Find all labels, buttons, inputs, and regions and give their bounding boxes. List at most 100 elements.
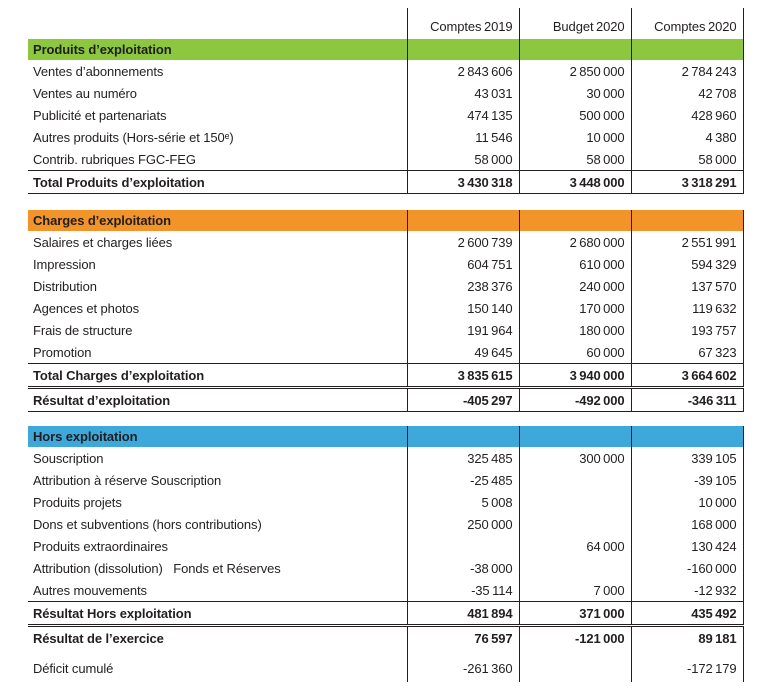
cell-comptes-2019: 474 135 bbox=[407, 104, 520, 126]
cell-budget-2020 bbox=[519, 649, 632, 682]
row-label: Ventes d’abonnements bbox=[28, 60, 408, 82]
cell-comptes-2020: 428 960 bbox=[631, 104, 744, 126]
cell-budget-2020: 3 940 000 bbox=[519, 363, 632, 388]
cell-comptes-2019: 58 000 bbox=[407, 148, 520, 171]
table-row: Autres mouvements -35 114 7 000 -12 932 bbox=[28, 579, 744, 602]
total-row-charges: Total Charges d’exploitation 3 835 615 3… bbox=[28, 363, 744, 388]
cell-comptes-2020: -346 311 bbox=[631, 386, 744, 412]
cell-budget-2020: 64 000 bbox=[519, 535, 632, 557]
row-label: Attribution (dissolution) Fonds et Réser… bbox=[28, 557, 408, 579]
section-title: Hors exploitation bbox=[28, 426, 408, 447]
cell-comptes-2020: 42 708 bbox=[631, 82, 744, 104]
cell-budget-2020: -492 000 bbox=[519, 386, 632, 412]
cell-budget-2020: 240 000 bbox=[519, 275, 632, 297]
cell-comptes-2019 bbox=[407, 535, 520, 557]
cell-comptes-2019: 191 964 bbox=[407, 319, 520, 341]
cell-comptes-2020: 89 181 bbox=[631, 624, 744, 649]
cell-comptes-2020: 168 000 bbox=[631, 513, 744, 535]
cell-comptes-2019: 150 140 bbox=[407, 297, 520, 319]
cell-budget-2020: 3 448 000 bbox=[519, 170, 632, 194]
cell-comptes-2019: 3 835 615 bbox=[407, 363, 520, 388]
cell-budget-2020 bbox=[519, 557, 632, 579]
table-row: Distribution 238 376 240 000 137 570 bbox=[28, 275, 744, 297]
table-row: Produits projets 5 008 10 000 bbox=[28, 491, 744, 513]
table-row: Autres produits (Hors-série et 150ᵉ) 11 … bbox=[28, 126, 744, 148]
cell-comptes-2020: 130 424 bbox=[631, 535, 744, 557]
cell-comptes-2020: 435 492 bbox=[631, 601, 744, 626]
cell-comptes-2020: 2 784 243 bbox=[631, 60, 744, 82]
section-header-cell bbox=[631, 39, 744, 60]
row-label: Produits extraordinaires bbox=[28, 535, 408, 557]
cell-comptes-2020: 10 000 bbox=[631, 491, 744, 513]
cell-comptes-2019: 238 376 bbox=[407, 275, 520, 297]
cell-budget-2020: 610 000 bbox=[519, 253, 632, 275]
table-produits-exploitation: Comptes 2019 Budget 2020 Comptes 2020 Pr… bbox=[28, 8, 744, 194]
cell-comptes-2019: 250 000 bbox=[407, 513, 520, 535]
cell-comptes-2020: 193 757 bbox=[631, 319, 744, 341]
row-label: Impression bbox=[28, 253, 408, 275]
row-label: Résultat d’exploitation bbox=[28, 386, 408, 412]
cell-comptes-2019: 481 894 bbox=[407, 601, 520, 626]
row-label: Distribution bbox=[28, 275, 408, 297]
row-label: Dons et subventions (hors contributions) bbox=[28, 513, 408, 535]
cell-comptes-2020: -160 000 bbox=[631, 557, 744, 579]
cell-comptes-2020: 137 570 bbox=[631, 275, 744, 297]
cell-comptes-2019: -261 360 bbox=[407, 649, 520, 682]
cell-comptes-2020: 339 105 bbox=[631, 447, 744, 469]
row-label: Autres mouvements bbox=[28, 579, 408, 602]
table-row: Promotion 49 645 60 000 67 323 bbox=[28, 341, 744, 364]
table-charges-exploitation: Charges d’exploitation Salaires et charg… bbox=[28, 210, 744, 412]
cell-comptes-2020: -12 932 bbox=[631, 579, 744, 602]
cell-budget-2020: 180 000 bbox=[519, 319, 632, 341]
cell-budget-2020: 371 000 bbox=[519, 601, 632, 626]
cell-comptes-2019: 49 645 bbox=[407, 341, 520, 364]
cell-budget-2020: 170 000 bbox=[519, 297, 632, 319]
cell-comptes-2019: -25 485 bbox=[407, 469, 520, 491]
section-header-cell bbox=[631, 426, 744, 447]
row-label: Agences et photos bbox=[28, 297, 408, 319]
cell-comptes-2019: -35 114 bbox=[407, 579, 520, 602]
cell-comptes-2020: 67 323 bbox=[631, 341, 744, 364]
table-row: Salaires et charges liées 2 600 739 2 68… bbox=[28, 231, 744, 253]
cell-comptes-2020: 594 329 bbox=[631, 253, 744, 275]
row-label: Total Charges d’exploitation bbox=[28, 363, 408, 388]
section-header-produits: Produits d’exploitation bbox=[28, 39, 744, 60]
deficit-cumule-row: Déficit cumulé -261 360 -172 179 bbox=[28, 649, 744, 682]
cell-comptes-2020: -172 179 bbox=[631, 649, 744, 682]
cell-budget-2020: 58 000 bbox=[519, 148, 632, 171]
row-label: Ventes au numéro bbox=[28, 82, 408, 104]
table-row: Impression 604 751 610 000 594 329 bbox=[28, 253, 744, 275]
cell-budget-2020: 300 000 bbox=[519, 447, 632, 469]
cell-budget-2020: -121 000 bbox=[519, 624, 632, 649]
table-row: Attribution (dissolution) Fonds et Réser… bbox=[28, 557, 744, 579]
cell-comptes-2019: 604 751 bbox=[407, 253, 520, 275]
result-row-exercice: Résultat de l’exercice 76 597 -121 000 8… bbox=[28, 624, 744, 649]
cell-budget-2020: 30 000 bbox=[519, 82, 632, 104]
cell-comptes-2020: -39 105 bbox=[631, 469, 744, 491]
cell-budget-2020 bbox=[519, 491, 632, 513]
row-label: Frais de structure bbox=[28, 319, 408, 341]
column-header-budget-2020: Budget 2020 bbox=[519, 8, 632, 39]
cell-comptes-2020: 3 664 602 bbox=[631, 363, 744, 388]
cell-comptes-2019: 11 546 bbox=[407, 126, 520, 148]
section-header-cell bbox=[519, 426, 632, 447]
section-header-cell bbox=[407, 39, 520, 60]
row-label: Publicité et partenariats bbox=[28, 104, 408, 126]
cell-comptes-2019: -38 000 bbox=[407, 557, 520, 579]
row-label: Attribution à réserve Souscription bbox=[28, 469, 408, 491]
column-header-spacer bbox=[28, 8, 408, 39]
table-row: Contrib. rubriques FGC-FEG 58 000 58 000… bbox=[28, 148, 744, 171]
table-row: Dons et subventions (hors contributions)… bbox=[28, 513, 744, 535]
column-header-comptes-2020: Comptes 2020 bbox=[631, 8, 744, 39]
cell-budget-2020: 2 680 000 bbox=[519, 231, 632, 253]
row-label: Autres produits (Hors-série et 150ᵉ) bbox=[28, 126, 408, 148]
cell-budget-2020: 2 850 000 bbox=[519, 60, 632, 82]
table-row: Ventes d’abonnements 2 843 606 2 850 000… bbox=[28, 60, 744, 82]
cell-comptes-2019: 76 597 bbox=[407, 624, 520, 649]
row-label: Salaires et charges liées bbox=[28, 231, 408, 253]
column-header-comptes-2019: Comptes 2019 bbox=[407, 8, 520, 39]
cell-comptes-2019: 43 031 bbox=[407, 82, 520, 104]
row-label: Résultat de l’exercice bbox=[28, 624, 408, 649]
cell-comptes-2019: 3 430 318 bbox=[407, 170, 520, 194]
